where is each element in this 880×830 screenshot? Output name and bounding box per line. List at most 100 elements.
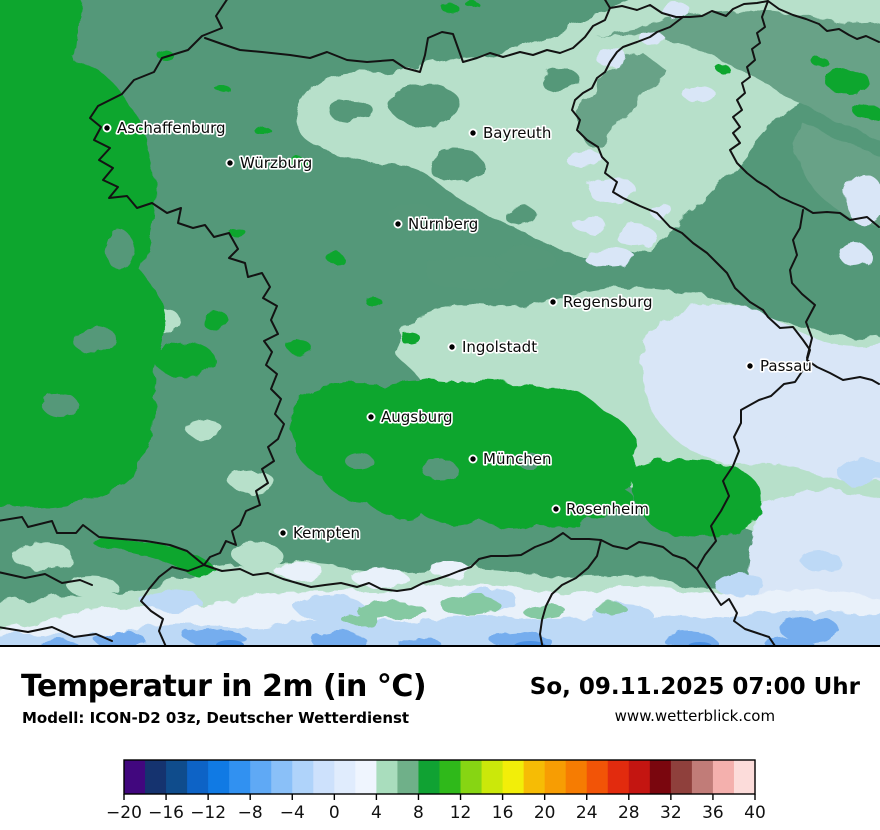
city-marker-augsburg: Augsburg: [366, 406, 454, 428]
forecast-datetime: So, 09.11.2025 07:00 Uhr: [529, 674, 860, 700]
colorbar-segment-28: [628, 760, 651, 794]
border-switzerland-2: [0, 626, 113, 642]
city-marker-kempten: Kempten: [278, 522, 362, 544]
city-dot-kempten: [278, 528, 288, 538]
colorbar-segment-0: [334, 760, 356, 794]
alps-light-blue: [0, 458, 880, 647]
colorbar-segment-22: [565, 760, 588, 794]
colorbar-segment-36: [712, 760, 735, 794]
border-switzerland-1: [0, 571, 93, 586]
colorbar-segment-12: [460, 760, 483, 794]
colorbar-tick-label: −16: [148, 803, 184, 823]
city-label-aschaffenburg: Aschaffenburg: [117, 119, 226, 137]
border-west-bavaria: [89, 0, 285, 566]
colorbar-segment--12: [208, 760, 230, 794]
city-label-munchen: München: [483, 450, 551, 468]
map-footer: Temperatur in 2m (in °C) Modell: ICON-D2…: [0, 647, 880, 830]
warm-region-bright-green: [0, 0, 880, 578]
temperature-map: Aschaffenburg Würzburg Bayreuth Nürnberg Reg…: [0, 0, 880, 647]
colorbar-tick-label: 32: [660, 803, 682, 823]
warm-region-holes: [42, 230, 542, 480]
city-label-nurnberg: Nürnberg: [408, 215, 478, 233]
colorbar-tick-label: −12: [190, 803, 226, 823]
city-dot-wurzburg: [225, 158, 235, 168]
city-dot-augsburg: [366, 412, 376, 422]
city-marker-regensburg: Regensburg: [548, 291, 654, 313]
model-info: Modell: ICON-D2 03z, Deutscher Wetterdie…: [22, 709, 410, 727]
colorbar-tick-label: 36: [702, 803, 724, 823]
border-czech-north: [729, 0, 880, 228]
city-dot-ingolstadt: [447, 342, 457, 352]
city-marker-wurzburg: Würzburg: [225, 152, 314, 174]
colorbar-segment-26: [607, 760, 630, 794]
colorbar-segment-24: [586, 760, 609, 794]
city-marker-nurnberg: Nürnberg: [393, 213, 480, 235]
colorbar-segment-32: [670, 760, 693, 794]
colorbar-segment-4: [376, 760, 399, 794]
colorbar-segment-38: [733, 760, 756, 794]
city-dot-rosenheim: [551, 504, 561, 514]
colorbar-segment--18: [145, 760, 167, 794]
city-label-bayreuth: Bayreuth: [483, 124, 551, 142]
city-dot-passau: [745, 361, 755, 371]
country-borders: [0, 0, 880, 647]
colorbar-tick-label: 12: [450, 803, 472, 823]
alps-ridge-green: [342, 595, 626, 626]
colorbar-segment-8: [418, 760, 441, 794]
mottling-sea-green: [328, 68, 580, 290]
alps-mid-blue: [42, 618, 840, 647]
border-czech-bavaria: [571, 16, 880, 385]
city-dot-nurnberg: [393, 219, 403, 229]
colorbar-tick-label: −20: [106, 803, 142, 823]
datetime-block: So, 09.11.2025 07:00 Uhr www.wetterblick…: [530, 674, 860, 725]
city-marker-munchen: München: [468, 448, 553, 470]
page-title: Temperatur in 2m (in °C): [21, 669, 427, 704]
border-thuringia-saxony: [204, 0, 880, 73]
border-passau-branch: [789, 209, 816, 359]
colorbar-tick-label: 16: [492, 803, 514, 823]
colorbar-segment--10: [229, 760, 251, 794]
border-lake-constance-branch: [140, 564, 205, 647]
city-label-wurzburg: Würzburg: [240, 154, 312, 172]
border-austria-alps: [0, 363, 808, 592]
colorbar-tick-label: 28: [618, 803, 640, 823]
temperature-colorbar: −20 −16 −12 −8 −4 0 4 8 12 16 20 24 28 32 36 40: [106, 759, 766, 823]
colorbar-segment-2: [355, 760, 377, 794]
colorbar-tick-label: 0: [329, 803, 340, 823]
city-marker-aschaffenburg: Aschaffenburg: [102, 117, 227, 139]
colorbar-segment-6: [397, 760, 420, 794]
colorbar-segment-34: [691, 760, 714, 794]
website-url: www.wetterblick.com: [614, 707, 776, 725]
city-label-passau: Passau: [760, 357, 812, 375]
city-label-ingolstadt: Ingolstadt: [462, 338, 537, 356]
colorbar-segment-20: [544, 760, 567, 794]
colorbar-segment-30: [649, 760, 672, 794]
border-tyrol-branch: [539, 539, 602, 647]
colorbar-tick-label: −4: [280, 803, 305, 823]
colorbar-segment-10: [439, 760, 462, 794]
city-marker-bayreuth: Bayreuth: [468, 122, 553, 144]
colorbar-tick-label: 20: [534, 803, 556, 823]
border-top-stub: [604, 0, 611, 9]
colorbar-segment-16: [502, 760, 525, 794]
colorbar-segment-14: [481, 760, 504, 794]
colorbar-segment--2: [313, 760, 335, 794]
city-markers: Aschaffenburg Würzburg Bayreuth Nürnberg Reg…: [102, 117, 814, 544]
colorbar-segment--8: [250, 760, 272, 794]
city-marker-rosenheim: Rosenheim: [551, 498, 651, 520]
city-marker-ingolstadt: Ingolstadt: [447, 336, 539, 358]
alps-cold-band: [0, 458, 880, 647]
colorbar-segment--14: [187, 760, 209, 794]
city-dot-regensburg: [548, 297, 558, 307]
colorbar-segment--20: [124, 760, 146, 794]
city-label-regensburg: Regensburg: [563, 293, 653, 311]
city-marker-passau: Passau: [745, 355, 814, 377]
border-salzburg-branch: [696, 568, 777, 647]
colorbar-tick-label: 4: [371, 803, 382, 823]
city-label-augsburg: Augsburg: [381, 408, 453, 426]
colorbar-tick-label: 8: [413, 803, 424, 823]
city-dot-munchen: [468, 454, 478, 464]
colorbar-segment--16: [166, 760, 188, 794]
colorbar-segment-18: [523, 760, 546, 794]
